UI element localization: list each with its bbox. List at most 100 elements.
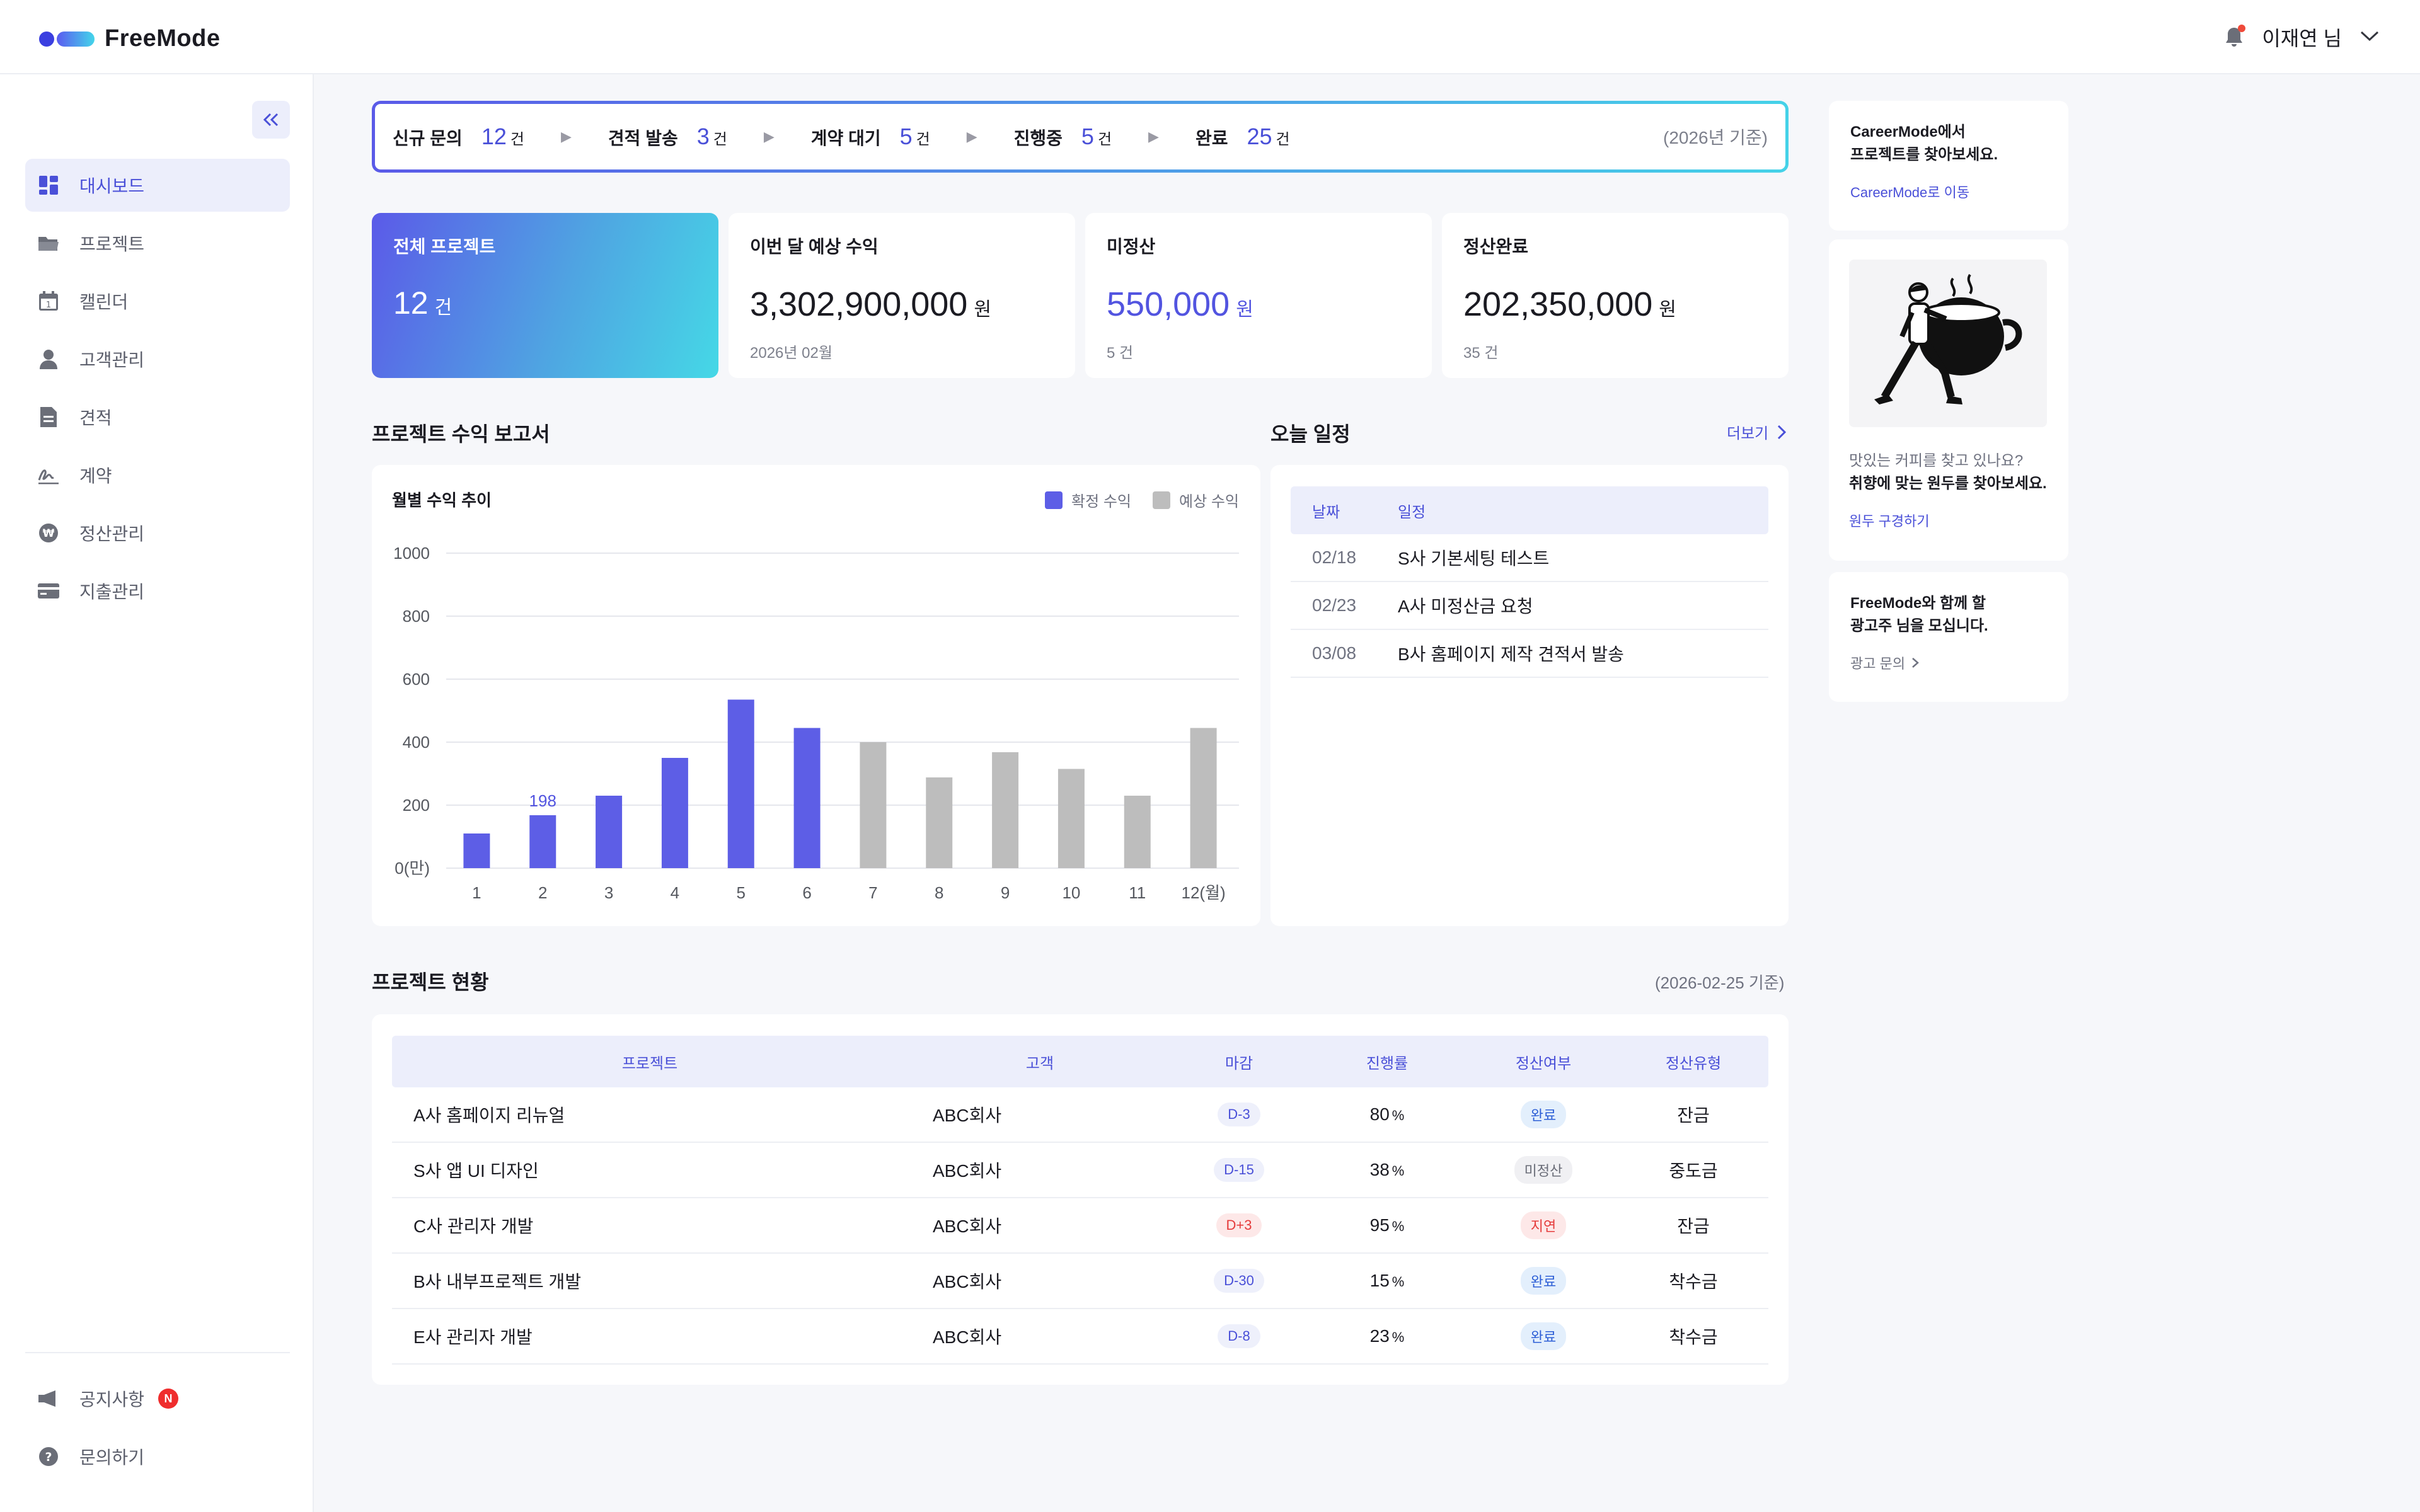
schedule-row[interactable]: 02/18 S사 기본세팅 테스트 <box>1291 534 1768 582</box>
table-row[interactable]: A사 홈페이지 리뉴얼 ABC회사 D-3 80% 완료 잔금 <box>392 1087 1768 1143</box>
bar <box>529 815 556 868</box>
bar <box>1190 728 1217 868</box>
legend-label: 확정 수익 <box>1071 493 1131 510</box>
sidebar-item-inquiry[interactable]: ? 문의하기 <box>25 1430 290 1483</box>
play-arrow-icon: ▶ <box>1148 129 1159 144</box>
sidebar-item-label: 프로젝트 <box>79 234 145 254</box>
due-cell: D-15 <box>1172 1158 1306 1182</box>
settle-type: 착수금 <box>1669 1272 1718 1292</box>
stage-count: 12 <box>481 123 507 149</box>
pipeline-summary: 신규 문의 12 건 ▶ 견적 발송 3 건 ▶ 계약 대기 5 건 ▶ 진행중… <box>372 101 1789 173</box>
advertise-ad: FreeMode와 함께 할 광고주 님을 모십니다. 광고 문의 <box>1829 572 2068 702</box>
x-tick-label: 7 <box>868 883 877 902</box>
settle-badge: 지연 <box>1520 1211 1567 1239</box>
revenue-chart-card: 월별 수익 추이 확정 수익 예상 수익 0(만) 200 400 600 800 100… <box>372 465 1260 926</box>
stat-number: 550,000 <box>1107 285 1230 323</box>
stat-total-projects[interactable]: 전체 프로젝트 12 건 <box>372 213 718 378</box>
play-arrow-icon: ▶ <box>763 129 775 144</box>
stat-label: 미정산 <box>1107 237 1156 256</box>
sidebar-item-notices[interactable]: 공지사항 N <box>25 1372 290 1425</box>
stat-unsettled[interactable]: 미정산 550,000 원 5 건 <box>1085 213 1432 378</box>
settle-type: 중도금 <box>1669 1161 1718 1181</box>
schedule-row[interactable]: 02/23 A사 미정산금 요청 <box>1291 582 1768 630</box>
sidebar-nav: 대시보드 프로젝트 1 캘린더 고객관리 견적 계약 ₩ 정산관리 지출관리 <box>25 159 290 622</box>
projects-basis: (2026-02-25 기준) <box>1655 973 1785 992</box>
sidebar-item-dashboard[interactable]: 대시보드 <box>25 159 290 212</box>
due-badge: D-30 <box>1214 1269 1264 1293</box>
x-tick-label: 9 <box>1001 883 1010 902</box>
pipeline-stage-done[interactable]: 완료 25 건 <box>1196 123 1290 150</box>
stat-settled[interactable]: 정산완료 202,350,000 원 35 건 <box>1442 213 1789 378</box>
sidebar-item-projects[interactable]: 프로젝트 <box>25 217 290 270</box>
progress-value: 38 <box>1369 1160 1390 1179</box>
document-icon <box>35 404 62 430</box>
won-coin-icon: ₩ <box>35 520 62 546</box>
settle-badge: 완료 <box>1520 1101 1567 1128</box>
careermode-ad: CareerMode에서 프로젝트를 찾아보세요. CareerMode로 이동 <box>1829 101 2068 231</box>
svg-text:1: 1 <box>46 301 51 310</box>
play-arrow-icon: ▶ <box>560 129 572 144</box>
percent-unit: % <box>1392 1329 1405 1345</box>
sidebar-item-expenses[interactable]: 지출관리 <box>25 564 290 617</box>
table-row[interactable]: B사 내부프로젝트 개발 ABC회사 D-30 15% 완료 착수금 <box>392 1254 1768 1309</box>
sidebar-item-customers[interactable]: 고객관리 <box>25 333 290 386</box>
sidebar-item-calendar[interactable]: 1 캘린더 <box>25 275 290 328</box>
schedule-col-event: 일정 <box>1398 503 1426 521</box>
bar <box>860 742 887 868</box>
careermode-link[interactable]: CareerMode로 이동 <box>1850 185 1970 200</box>
schedule-event: S사 기본세팅 테스트 <box>1398 549 1550 568</box>
pipeline-stage-contract[interactable]: 계약 대기 5 건 <box>811 123 930 150</box>
progress-cell: 80% <box>1306 1104 1468 1125</box>
sidebar-item-quotes[interactable]: 견적 <box>25 391 290 444</box>
schedule-row[interactable]: 03/08 B사 홈페이지 제작 견적서 발송 <box>1291 630 1768 678</box>
pipeline-stage-progress[interactable]: 진행중 5 건 <box>1014 123 1112 150</box>
stat-label: 전체 프로젝트 <box>393 237 496 256</box>
y-tick-label: 200 <box>403 796 430 815</box>
table-row[interactable]: C사 관리자 개발 ABC회사 D+3 95% 지연 잔금 <box>392 1198 1768 1254</box>
project-name: S사 앱 UI 디자인 <box>413 1161 539 1181</box>
stat-expected-revenue[interactable]: 이번 달 예상 수익 3,302,900,000 원 2026년 02월 <box>729 213 1075 378</box>
dashboard-icon <box>35 172 62 198</box>
sidebar-item-label: 계약 <box>79 466 112 486</box>
ad-title-line: 광고주 님을 모십니다. <box>1850 617 1988 634</box>
chevron-down-icon[interactable] <box>2360 30 2380 45</box>
schedule-more-link[interactable]: 더보기 <box>1727 421 1789 443</box>
legend-swatch <box>1153 491 1170 509</box>
notification-bell-icon[interactable] <box>2221 25 2247 50</box>
table-row[interactable]: E사 관리자 개발 ABC회사 D-8 23% 완료 착수금 <box>392 1309 1768 1365</box>
sidebar-collapse-button[interactable] <box>252 101 290 139</box>
more-label: 더보기 <box>1727 425 1769 442</box>
chevron-right-icon <box>1778 425 1787 439</box>
brand-logo[interactable]: FreeMode <box>39 25 220 52</box>
user-name[interactable]: 이재연 님 <box>2262 27 2342 50</box>
settle-cell: 완료 <box>1468 1267 1618 1295</box>
sidebar-item-contracts[interactable]: 계약 <box>25 449 290 501</box>
sidebar-item-settlement[interactable]: ₩ 정산관리 <box>25 507 290 559</box>
stage-count: 25 <box>1247 123 1272 149</box>
stat-number: 3,302,900,000 <box>750 285 968 323</box>
settle-cell: 완료 <box>1468 1101 1618 1128</box>
table-row[interactable]: S사 앱 UI 디자인 ABC회사 D-15 38% 미정산 중도금 <box>392 1143 1768 1198</box>
coffee-ad-line: 취향에 맞는 원두를 찾아보세요. <box>1849 475 2047 492</box>
projects-section-title: 프로젝트 현황 <box>372 971 489 994</box>
schedule-header: 날짜 일정 <box>1291 486 1768 534</box>
legend-item-expected: 예상 수익 <box>1153 489 1239 511</box>
revenue-section-title: 프로젝트 수익 보고서 <box>372 423 550 445</box>
x-tick-label: 5 <box>737 883 746 902</box>
progress-value: 95 <box>1369 1215 1390 1235</box>
stat-unit: 원 <box>1236 299 1253 320</box>
sidebar: 대시보드 프로젝트 1 캘린더 고객관리 견적 계약 ₩ 정산관리 지출관리 <box>0 74 314 1512</box>
bar <box>463 833 490 868</box>
ad-title-line: FreeMode와 함께 할 <box>1850 595 1986 612</box>
pipeline-stage-quote[interactable]: 견적 발송 3 건 <box>608 123 727 150</box>
project-client: ABC회사 <box>933 1217 1002 1236</box>
col-due: 마감 <box>1224 1055 1253 1072</box>
x-tick-label: 4 <box>671 883 679 902</box>
schedule-date: 02/23 <box>1312 595 1357 615</box>
legend-item-confirmed: 확정 수익 <box>1045 489 1131 511</box>
x-tick-label: 10 <box>1062 883 1080 902</box>
advertise-link[interactable]: 광고 문의 <box>1850 653 2047 673</box>
pipeline-stage-new[interactable]: 신규 문의 12 건 <box>393 123 524 150</box>
schedule-list: 02/18 S사 기본세팅 테스트 02/23 A사 미정산금 요청 03/08… <box>1291 534 1768 678</box>
coffee-link[interactable]: 원두 구경하기 <box>1849 513 1930 529</box>
